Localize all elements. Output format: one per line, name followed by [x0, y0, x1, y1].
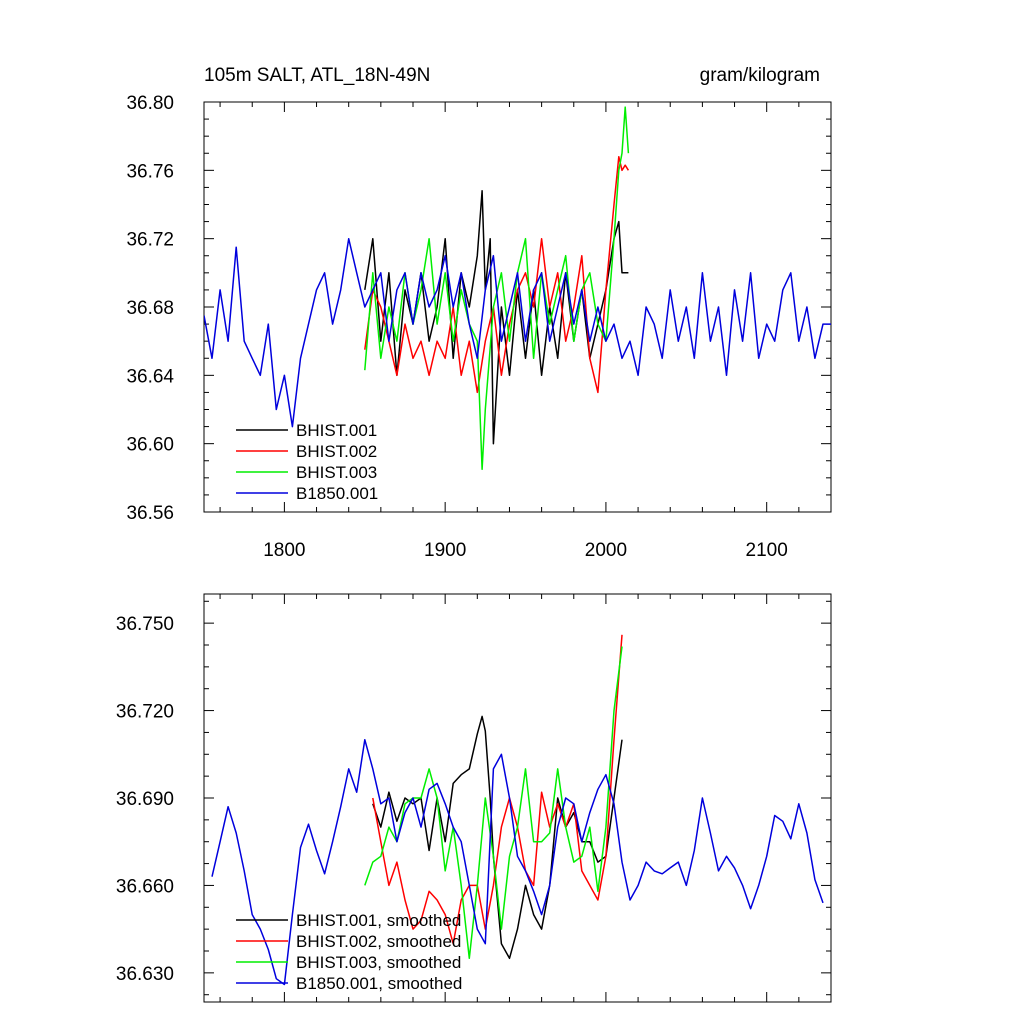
top-units: gram/kilogram — [700, 65, 820, 86]
y-tick-label: 36.720 — [116, 702, 174, 723]
series-line-4 — [211, 738, 824, 986]
legend-label: B1850.001, smoothed — [296, 974, 462, 993]
legend-label: BHIST.003 — [296, 463, 377, 482]
top-plot-area: 1800 1900 2000 2100 36.56 36.60 36.64 36.68 36.7… — [126, 93, 832, 561]
series-line-2 — [372, 634, 623, 945]
y-tick-label: 36.660 — [116, 876, 174, 897]
top-panel: 105m SALT, ATL_18N-49N gram/kilogram 180… — [126, 65, 832, 561]
y-tick-label: 36.690 — [116, 789, 174, 810]
legend-label: BHIST.002, smoothed — [296, 932, 461, 951]
series-group — [211, 634, 824, 986]
y-tick-label: 36.630 — [116, 964, 174, 985]
x-tick-label: 2100 — [746, 540, 788, 561]
legend: BHIST.001 BHIST.002 BHIST.003 B1850.001 — [236, 421, 378, 503]
legend-label: B1850.001 — [296, 484, 378, 503]
top-title: 105m SALT, ATL_18N-49N — [204, 65, 430, 86]
series-group — [204, 106, 831, 471]
legend-label: BHIST.002 — [296, 442, 377, 461]
legend-label: BHIST.003, smoothed — [296, 953, 461, 972]
x-tick-label: 1800 — [263, 540, 305, 561]
bottom-panel: 36.630 36.660 36.690 36.720 36.750 BHIST.001,… — [116, 593, 832, 1003]
legend: BHIST.001, smoothed BHIST.002, smoothed BH… — [236, 911, 462, 993]
y-tick-label: 36.80 — [126, 93, 174, 114]
legend-label: BHIST.001, smoothed — [296, 911, 461, 930]
y-tick-label: 36.56 — [126, 503, 174, 524]
series-line-1 — [372, 715, 623, 960]
series-line-3 — [364, 646, 623, 960]
bottom-plot-area: 36.630 36.660 36.690 36.720 36.750 BHIST.001,… — [116, 593, 832, 1003]
y-tick-label: 36.72 — [126, 230, 174, 251]
y-tick-label: 36.68 — [126, 298, 174, 319]
series-line-4 — [204, 237, 831, 428]
series-line-2 — [364, 155, 630, 394]
y-tick-label: 36.60 — [126, 435, 174, 456]
y-tick-label: 36.76 — [126, 161, 174, 182]
y-tick-label: 36.64 — [126, 366, 174, 387]
x-tick-label: 1900 — [424, 540, 466, 561]
x-tick-label: 2000 — [585, 540, 627, 561]
y-tick-label: 36.750 — [116, 614, 174, 635]
legend-label: BHIST.001 — [296, 421, 377, 440]
